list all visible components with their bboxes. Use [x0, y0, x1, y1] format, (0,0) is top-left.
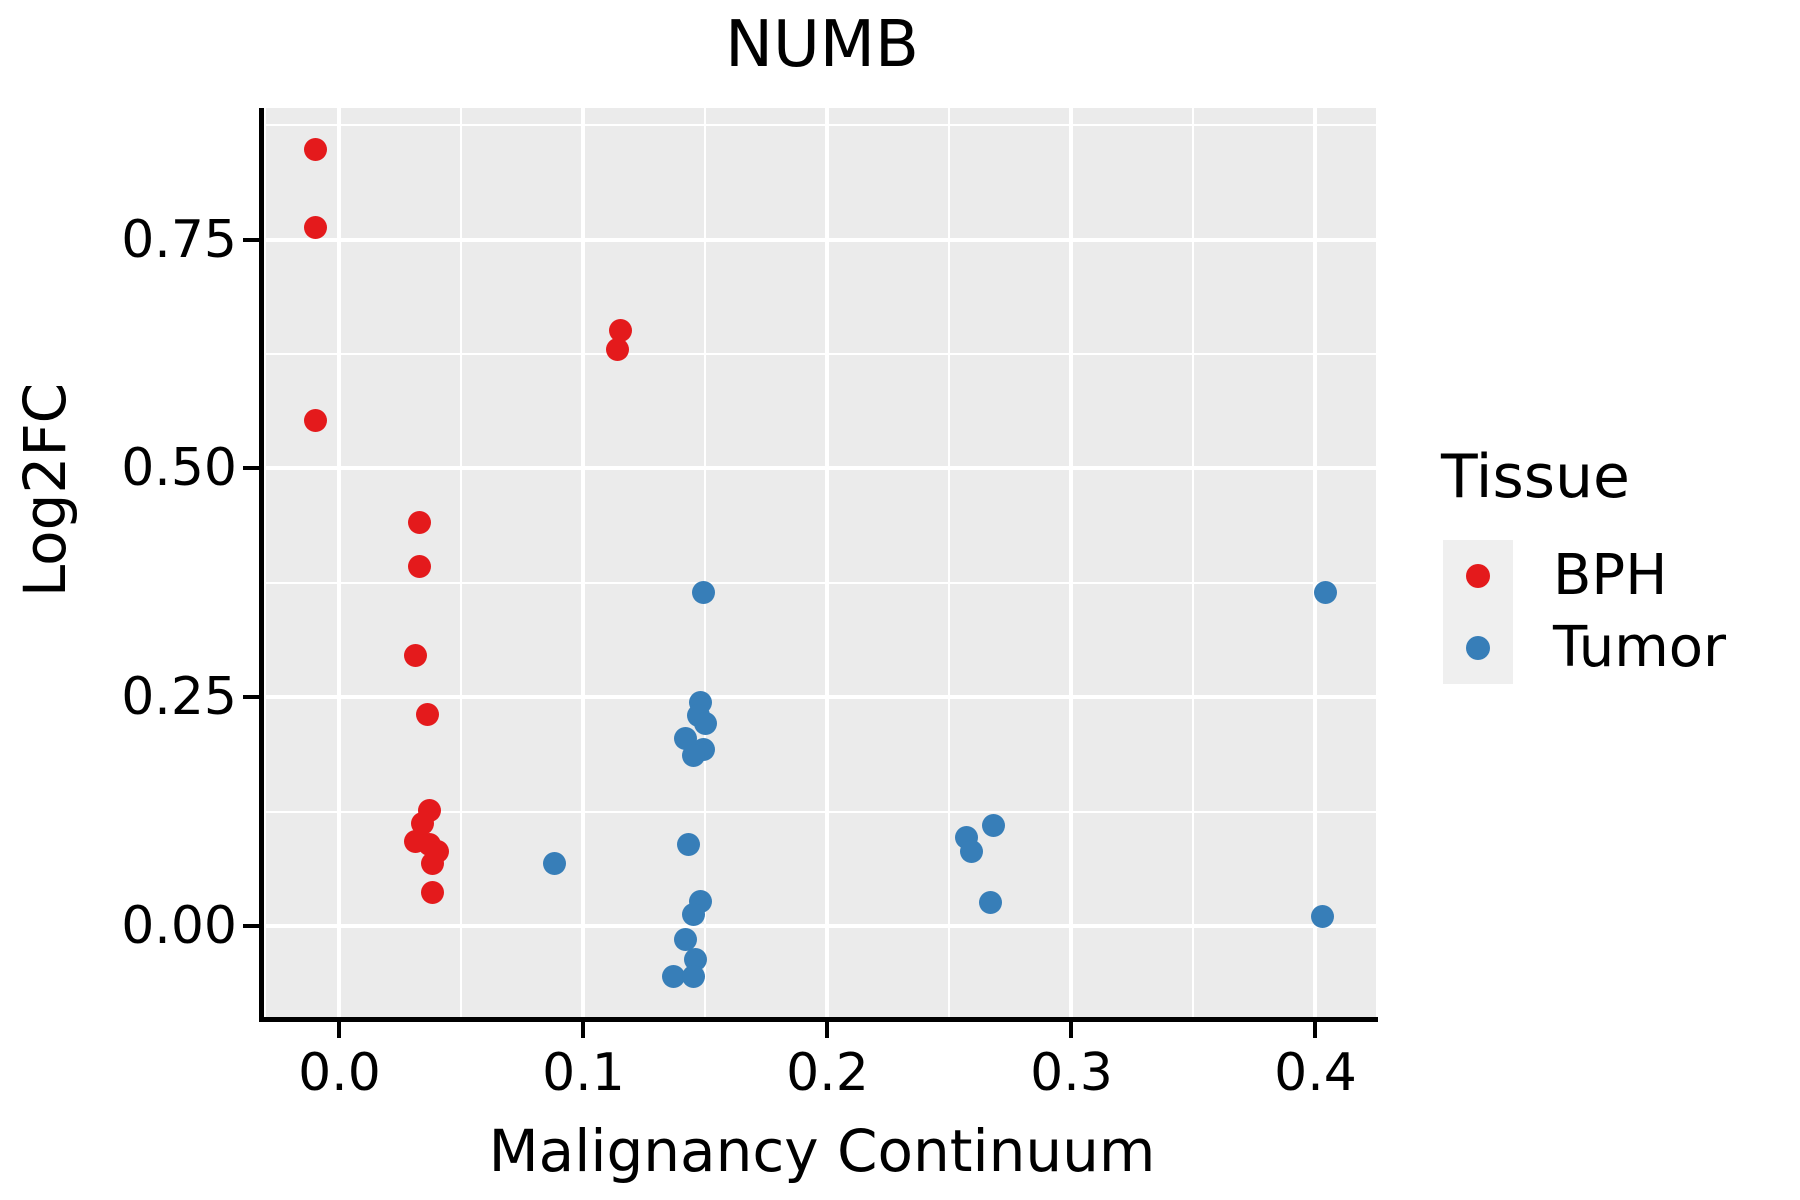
data-point-tumor [542, 852, 566, 876]
data-point-bph [415, 703, 439, 727]
y-axis-line [259, 108, 264, 1022]
x-major-gridline [581, 108, 586, 1019]
y-minor-gridline [266, 124, 1376, 127]
data-point-tumor [674, 726, 698, 750]
data-point-tumor [1313, 581, 1337, 605]
y-tick-label: 0.50 [121, 438, 237, 499]
x-axis-label: Malignancy Continuum [488, 1117, 1156, 1185]
legend-entry-tumor: Tumor [1443, 612, 1726, 684]
data-point-tumor [681, 902, 705, 926]
x-major-gridline [825, 108, 830, 1019]
x-tick-label: 0.1 [542, 1043, 625, 1103]
data-point-tumor [681, 744, 705, 768]
data-point-tumor [1311, 905, 1335, 929]
data-point-bph [608, 318, 632, 342]
legend: BPH Tumor [1443, 540, 1726, 684]
x-minor-gridline [704, 108, 707, 1019]
legend-label-bph: BPH [1553, 543, 1668, 608]
x-tick-mark [825, 1022, 830, 1038]
data-point-bph [303, 137, 327, 161]
x-major-gridline [337, 108, 342, 1019]
x-tick-label: 0.2 [786, 1043, 869, 1103]
x-minor-gridline [460, 108, 463, 1019]
data-point-tumor [676, 833, 700, 857]
chart-title: NUMB [725, 8, 919, 82]
tumor-point-icon [1466, 636, 1490, 660]
legend-key-tumor [1443, 612, 1513, 684]
data-point-tumor [691, 581, 715, 605]
x-major-gridline [1069, 108, 1074, 1019]
data-point-tumor [662, 964, 686, 988]
legend-key-bph [1443, 540, 1513, 612]
y-minor-gridline [266, 353, 1376, 356]
x-tick-label: 0.4 [1274, 1043, 1357, 1103]
data-point-tumor [674, 928, 698, 952]
data-point-tumor [681, 964, 705, 988]
x-tick-mark [1069, 1022, 1074, 1038]
x-minor-gridline [948, 108, 951, 1019]
y-tick-mark [243, 923, 259, 928]
x-tick-mark [1313, 1022, 1318, 1038]
data-point-bph [606, 338, 630, 362]
y-major-gridline [266, 237, 1376, 242]
y-tick-label: 0.25 [121, 667, 237, 728]
legend-title: Tissue [1441, 442, 1630, 512]
legend-entry-bph: BPH [1443, 540, 1726, 612]
y-tick-label: 0.00 [121, 895, 237, 956]
x-minor-gridline [1192, 108, 1195, 1019]
x-tick-mark [581, 1022, 586, 1038]
data-point-tumor [959, 840, 983, 864]
y-tick-label: 0.75 [121, 209, 237, 270]
y-major-gridline [266, 695, 1376, 700]
data-point-tumor [981, 813, 1005, 837]
data-point-bph [303, 216, 327, 240]
plot-panel [266, 108, 1376, 1019]
y-minor-gridline [266, 581, 1376, 584]
data-point-bph [408, 510, 432, 534]
data-point-bph [420, 880, 444, 904]
y-tick-mark [243, 237, 259, 242]
data-point-bph [403, 643, 427, 667]
legend-label-tumor: Tumor [1553, 615, 1727, 680]
y-tick-mark [243, 466, 259, 471]
data-point-bph [420, 852, 444, 876]
data-point-tumor [979, 890, 1003, 914]
y-tick-mark [243, 695, 259, 700]
y-major-gridline [266, 923, 1376, 928]
y-minor-gridline [266, 810, 1376, 813]
data-point-tumor [693, 712, 717, 736]
x-tick-label: 0.0 [298, 1043, 381, 1103]
x-tick-label: 0.3 [1030, 1043, 1113, 1103]
data-point-bph [408, 554, 432, 578]
data-point-bph [303, 409, 327, 433]
x-major-gridline [1313, 108, 1318, 1019]
bph-point-icon [1466, 564, 1490, 588]
x-axis-line [259, 1017, 1378, 1022]
y-axis-label: Log2FC [11, 382, 79, 598]
data-point-bph [410, 811, 434, 835]
y-major-gridline [266, 466, 1376, 471]
x-tick-mark [337, 1022, 342, 1038]
